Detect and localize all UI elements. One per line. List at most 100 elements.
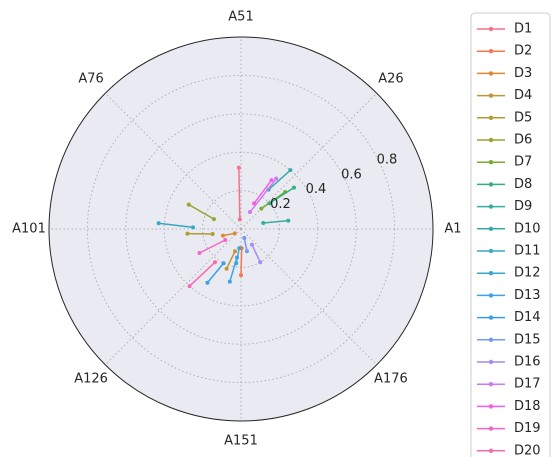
series-D5 [185,231,215,237]
series-line [206,262,225,284]
legend-entry: D11 [477,244,541,259]
legend-entry: D19 [477,421,541,436]
series-D3 [220,231,237,238]
data-point [258,260,263,265]
legend-entry: D1 [477,22,532,37]
legend-label: D10 [514,221,541,236]
series-D20 [187,260,217,289]
legend-entry: D8 [477,177,532,192]
data-point [288,168,293,173]
polar-frame [48,36,434,422]
legend-entry: D9 [477,199,532,214]
legend-entry: D4 [477,88,532,103]
radial-tick-label: 0.4 [306,182,327,197]
data-point [197,251,202,255]
series-line [229,257,238,282]
legend-swatch-marker [488,426,494,431]
series-line [188,204,215,220]
legend-entry: D17 [477,377,541,392]
radial-tick-label: 0.2 [270,197,291,212]
legend-entry: D15 [477,332,541,347]
data-point [187,284,192,289]
series-D18 [252,178,274,206]
legend-swatch-marker [488,160,494,165]
data-point [210,232,215,237]
data-point [205,280,210,285]
angle-tick-label: A151 [224,434,258,449]
series-D11 [156,221,196,230]
legend-swatch-marker [488,182,494,187]
angular-gridline [104,92,242,230]
series-D13 [227,255,239,284]
legend-label: D19 [514,421,541,436]
series-line [199,239,226,254]
series-line [251,244,261,263]
legend-swatch-marker [488,204,494,209]
legend-label: D16 [514,355,541,370]
data-point [220,233,225,238]
angle-tick-label: A101 [12,222,46,237]
legend-label: D7 [514,155,532,170]
series-line [253,179,273,204]
data-point [259,206,264,211]
series-D4 [224,249,238,271]
legend-swatch-marker [488,137,494,143]
legend-entry: D10 [477,221,541,236]
legend-label: D4 [514,88,532,103]
legend-label: D9 [514,199,532,214]
data-point [274,176,279,181]
legend-label: D1 [514,22,532,37]
legend-entry: D12 [477,266,541,281]
angle-tick-label: A51 [228,10,253,25]
legend-label: D11 [514,244,541,259]
series-line [158,222,194,229]
series-D19 [197,238,228,255]
legend-swatch-marker [488,93,494,98]
legend-swatch-marker [488,26,494,32]
series-line [225,250,236,270]
series-D1 [236,165,242,222]
series-D6 [186,202,216,222]
legend-swatch-marker [488,115,494,121]
legend-swatch-marker [488,293,494,298]
series-line [238,167,241,220]
legend-swatch-marker [488,382,494,387]
legend-entry: D2 [477,44,532,59]
data-point [237,246,242,251]
legend-swatch-marker [488,226,494,231]
data-point [233,249,238,254]
legend-label: D18 [514,399,541,414]
angle-tick-label: A26 [378,72,403,87]
data-point [221,261,226,266]
legend-label: D20 [514,443,541,457]
radial-tick-label: 0.8 [377,153,398,168]
series-line [189,261,216,287]
data-point [185,231,190,236]
legend-swatch-marker [488,359,494,365]
legend-entry: D13 [477,288,541,303]
legend-label: D14 [514,310,541,325]
legend-swatch-marker [488,315,494,320]
legend-label: D12 [514,266,541,281]
series-line [240,248,243,276]
radial-tick-label: 0.6 [341,167,362,182]
data-point [234,255,239,260]
legend-label: D3 [514,66,532,81]
angle-tick-label: A176 [374,371,408,386]
angle-tick-label: A126 [74,371,108,386]
angle-tick-label: A1 [444,222,461,237]
data-point [191,225,196,230]
data-point [156,221,161,226]
legend-swatch-marker [488,271,494,276]
series-line [268,169,291,191]
data-point [236,165,241,170]
data-point [227,279,232,284]
data-point [244,249,249,254]
data-point [186,202,191,207]
legend-swatch-marker [488,49,494,54]
legend-swatch-marker [488,404,494,409]
legend-entry: D3 [477,66,532,81]
legend-label: D8 [514,177,532,192]
data-point [267,201,272,206]
series-D15 [242,236,249,254]
